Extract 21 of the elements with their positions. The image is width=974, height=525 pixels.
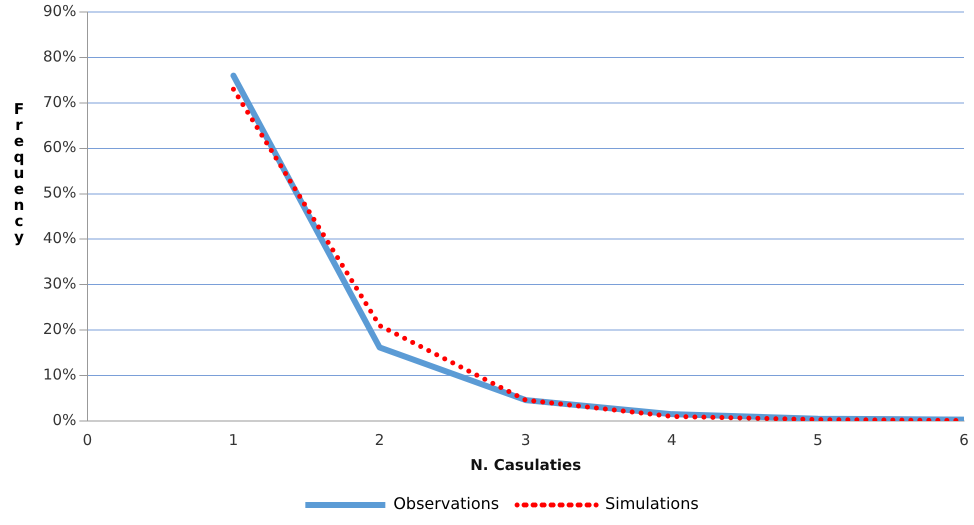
y-tick-label: 80%: [42, 47, 76, 66]
y-tick-label: 0%: [52, 410, 76, 429]
y-tick-label: 90%: [42, 2, 76, 20]
x-tick-label: 4: [667, 430, 677, 449]
x-tick-label: 1: [228, 430, 238, 449]
x-tick-label: 0: [82, 430, 92, 449]
x-tick-label: 3: [520, 430, 530, 449]
y-tick-label: 30%: [42, 274, 76, 293]
y-tick-label: 10%: [42, 365, 76, 384]
legend-label: Simulations: [605, 494, 699, 514]
x-tick-label: 2: [374, 430, 384, 449]
y-axis-title: Frequency: [10, 100, 28, 244]
y-tick-label: 20%: [42, 320, 76, 338]
x-tick-label: 5: [813, 430, 823, 449]
y-tick-label: 70%: [42, 92, 76, 111]
y-tick-label: 50%: [42, 184, 76, 202]
x-axis-title: N. Casulaties: [470, 456, 582, 474]
y-tick-label: 40%: [42, 229, 76, 248]
x-tick-label: 6: [959, 430, 969, 449]
y-tick-label: 60%: [42, 138, 76, 156]
legend-label: Observations: [393, 494, 500, 514]
